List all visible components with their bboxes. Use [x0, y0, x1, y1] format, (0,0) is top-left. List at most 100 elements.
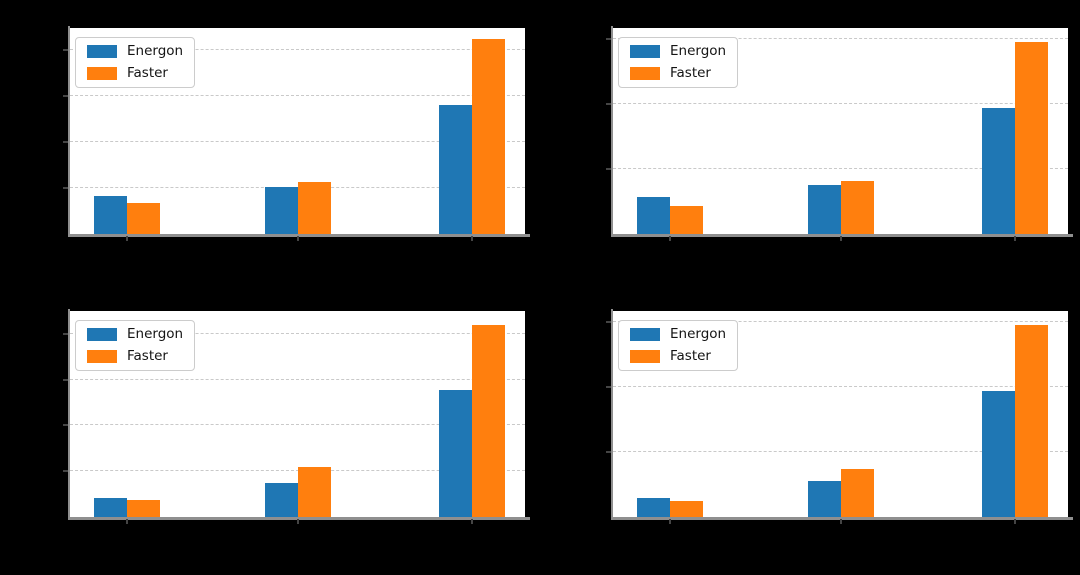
bar-energon-group3	[439, 105, 473, 234]
legend-entry-energon: Energon	[87, 43, 184, 59]
y-tick	[63, 378, 68, 381]
subplot-bottom-left: Energon Faster	[63, 309, 530, 524]
x-tick	[839, 236, 842, 241]
y-tick	[63, 49, 68, 52]
x-tick	[471, 519, 474, 524]
legend-label-faster: Faster	[670, 64, 711, 81]
legend-swatch-energon	[87, 45, 117, 59]
bar-energon-group2	[264, 187, 298, 234]
legend-swatch-faster	[630, 66, 660, 80]
bar-faster-group2	[840, 180, 874, 234]
y-axis-spine	[68, 26, 70, 236]
gridline	[613, 321, 1068, 323]
y-axis-spine	[68, 309, 70, 519]
bar-faster-group1	[669, 206, 703, 234]
y-tick	[63, 470, 68, 473]
legend-entry-energon: Energon	[630, 326, 727, 342]
gridline	[613, 38, 1068, 40]
bar-faster-group3	[472, 324, 506, 517]
legend-entry-faster: Faster	[630, 64, 726, 81]
y-tick	[606, 451, 611, 454]
gridline	[70, 141, 525, 143]
legend-entry-faster: Faster	[630, 347, 726, 364]
bar-energon-group1	[636, 497, 670, 517]
y-tick	[606, 103, 611, 106]
legend-label-energon: Energon	[127, 43, 184, 59]
legend-swatch-faster	[87, 66, 117, 80]
x-tick	[668, 519, 671, 524]
legend-swatch-energon	[87, 328, 117, 342]
legend-swatch-faster	[87, 349, 117, 363]
legend-label-faster: Faster	[670, 347, 711, 364]
legend-entry-energon: Energon	[87, 326, 184, 342]
legend-entry-energon: Energon	[630, 43, 727, 59]
legend-label-energon: Energon	[670, 326, 727, 342]
legend-entry-faster: Faster	[87, 64, 183, 81]
bar-faster-group1	[669, 500, 703, 517]
y-tick	[63, 187, 68, 190]
gridline	[70, 378, 525, 380]
y-tick	[606, 386, 611, 389]
legend: Energon Faster	[618, 37, 739, 88]
plot-area: Energon Faster	[606, 26, 1073, 241]
gridline	[613, 103, 1068, 105]
x-tick	[125, 519, 128, 524]
legend-label-energon: Energon	[127, 326, 184, 342]
bar-energon-group3	[982, 390, 1016, 517]
bar-energon-group2	[807, 185, 841, 234]
bar-faster-group3	[1015, 42, 1049, 234]
y-tick	[63, 424, 68, 427]
bar-energon-group1	[93, 195, 127, 234]
gridline	[70, 95, 525, 97]
gridline	[70, 424, 525, 426]
subplot-top-left: Energon Faster	[63, 26, 530, 241]
gridline	[613, 386, 1068, 388]
x-tick	[296, 236, 299, 241]
bar-faster-group2	[840, 468, 874, 517]
y-tick	[606, 321, 611, 324]
y-tick	[63, 95, 68, 98]
x-tick	[668, 236, 671, 241]
bar-faster-group1	[126, 203, 160, 234]
y-tick	[63, 141, 68, 144]
y-axis-spine	[611, 26, 613, 236]
bar-energon-group1	[93, 497, 127, 517]
legend: Energon Faster	[75, 320, 196, 371]
x-tick	[296, 519, 299, 524]
x-axis-spine	[611, 517, 1073, 520]
y-axis-spine	[611, 309, 613, 519]
plot-area: Energon Faster	[63, 309, 530, 524]
legend-entry-faster: Faster	[87, 347, 183, 364]
bar-energon-group3	[439, 389, 473, 517]
x-axis-spine	[68, 517, 530, 520]
legend-label-faster: Faster	[127, 64, 168, 81]
x-tick	[1014, 519, 1017, 524]
plot-area: Energon Faster	[63, 26, 530, 241]
subplot-bottom-right: Energon Faster	[606, 309, 1073, 524]
bar-faster-group1	[126, 500, 160, 517]
legend-label-faster: Faster	[127, 347, 168, 364]
bar-faster-group2	[297, 467, 331, 517]
bar-energon-group2	[264, 483, 298, 517]
bar-faster-group3	[1015, 325, 1049, 517]
gridline	[70, 49, 525, 51]
gridline	[613, 451, 1068, 453]
x-axis-spine	[68, 234, 530, 237]
gridline	[70, 332, 525, 334]
subplot-top-right: Energon Faster	[606, 26, 1073, 241]
plot-area: Energon Faster	[606, 309, 1073, 524]
legend-swatch-energon	[630, 328, 660, 342]
legend: Energon Faster	[75, 37, 196, 88]
bar-energon-group2	[807, 481, 841, 517]
legend-swatch-energon	[630, 45, 660, 59]
x-tick	[471, 236, 474, 241]
gridline	[613, 168, 1068, 170]
x-tick	[1014, 236, 1017, 241]
legend-label-energon: Energon	[670, 43, 727, 59]
x-tick	[839, 519, 842, 524]
y-tick	[63, 332, 68, 335]
y-tick	[606, 168, 611, 171]
x-axis-spine	[611, 234, 1073, 237]
bar-faster-group2	[297, 182, 331, 234]
